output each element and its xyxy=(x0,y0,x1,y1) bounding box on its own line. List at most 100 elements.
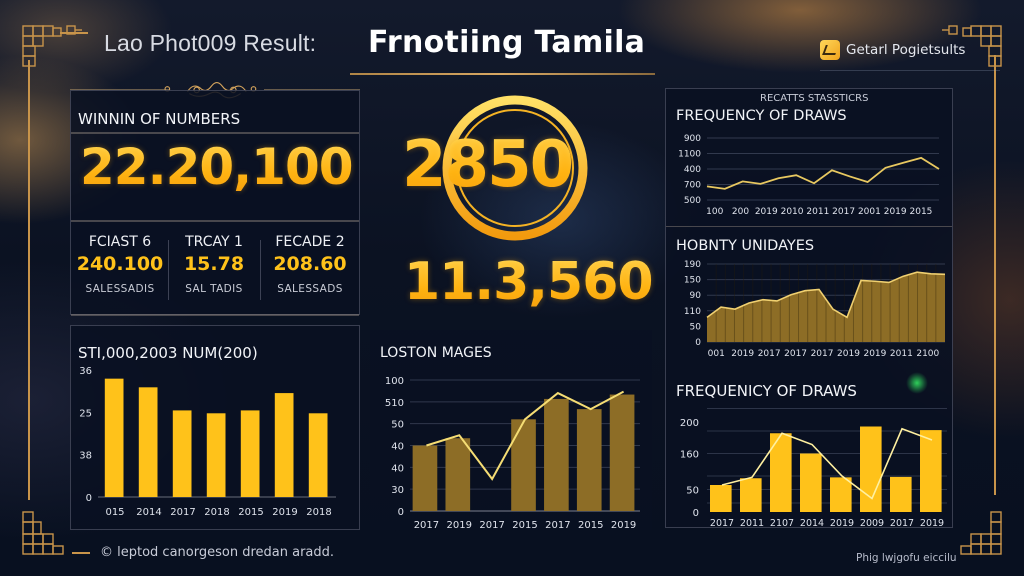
x-tick-label: 2017 xyxy=(811,349,834,359)
y-tick-label: 30 xyxy=(391,485,404,496)
y-tick-label: 50 xyxy=(690,322,702,332)
right-subtitle: RECATTS STASSTICRS xyxy=(760,93,869,104)
stat-divider xyxy=(260,240,261,300)
bar xyxy=(770,433,792,512)
frame-line-top xyxy=(60,32,88,34)
y-tick-label: 190 xyxy=(684,260,701,270)
frame-line-right xyxy=(994,55,996,495)
series-line xyxy=(706,156,940,190)
bar xyxy=(576,409,602,511)
x-tick-label: 2017 xyxy=(832,207,855,217)
x-tick-label: 2019 xyxy=(611,520,636,531)
stat-sub: SALESSADIS xyxy=(85,283,155,295)
bar xyxy=(274,393,294,497)
x-tick-label: 2015 xyxy=(578,520,603,531)
x-tick-label: 2017 xyxy=(710,518,734,529)
corner-ornament-bottom-left xyxy=(22,511,64,555)
x-tick-label: 2015 xyxy=(238,507,263,518)
x-tick-label: 2009 xyxy=(860,518,884,529)
secondary-value: 11.3,560 xyxy=(404,252,654,312)
footer-right-text: Phig lwjgofu eiccilu xyxy=(856,552,957,564)
x-tick-label: 2011 xyxy=(740,518,764,529)
corner-ornament-bottom-right xyxy=(960,511,1002,555)
bar xyxy=(920,430,942,512)
y-tick-label: 36 xyxy=(79,366,92,377)
header-title-left: Lao Phot009 Result: xyxy=(104,30,317,56)
y-tick-label: 510 xyxy=(385,398,404,409)
frame-line-left xyxy=(28,60,30,500)
stat-column-1: FCIAST 6 240.100 SALESSADIS xyxy=(72,234,168,295)
series-line xyxy=(426,390,625,481)
y-tick-label: 40 xyxy=(391,463,404,474)
y-tick-label: 100 xyxy=(385,376,404,387)
x-tick-label: 2018 xyxy=(306,507,331,518)
bar xyxy=(308,413,328,497)
winning-divider-1 xyxy=(71,132,359,134)
winning-divider-3 xyxy=(71,314,359,316)
stat-label: TRCAY 1 xyxy=(185,234,243,250)
x-tick-label: 200 xyxy=(732,207,749,217)
stat-label: FECADE 2 xyxy=(275,234,345,250)
y-tick-label: 1100 xyxy=(678,150,701,160)
winning-numbers-title: WINNIN OF NUMBERS xyxy=(78,110,241,128)
results-badge[interactable]: Getarl Pogietsults xyxy=(820,40,965,60)
stat-divider xyxy=(168,240,169,300)
mail-check-icon xyxy=(820,40,840,60)
bar xyxy=(412,445,438,511)
bar xyxy=(445,438,471,511)
bar xyxy=(740,478,762,512)
y-tick-label: 38 xyxy=(79,451,92,462)
right-divider-1 xyxy=(666,226,952,227)
chart-title-bar-left: STI,000,2003 NUM(200) xyxy=(78,344,258,362)
y-tick-label: 0 xyxy=(86,493,92,504)
stat-column-2: TRCAY 1 15.78 SAL TADIS xyxy=(166,234,262,295)
frame-line-bottom xyxy=(72,552,90,554)
x-tick-label: 2019 xyxy=(863,349,886,359)
x-tick-label: 2017 xyxy=(170,507,195,518)
ring-icon xyxy=(442,95,588,241)
bar xyxy=(544,398,569,511)
x-tick-label: 001 xyxy=(708,349,725,359)
x-tick-label: 2001 xyxy=(858,207,881,217)
x-tick-label: 2100 xyxy=(916,349,939,359)
x-tick-label: 2015 xyxy=(910,207,933,217)
bar xyxy=(240,410,260,497)
x-tick-label: 2019 xyxy=(755,207,778,217)
x-tick-label: 2019 xyxy=(731,349,754,359)
bar xyxy=(860,426,882,512)
x-tick-label: 2014 xyxy=(136,507,161,518)
bar-line-chart-center: 0 30 40 40 50 510 100 2017 2019 2017 2015 2017 2015 2… xyxy=(385,376,640,531)
stat-value: 15.78 xyxy=(183,253,245,275)
y-tick-label: 700 xyxy=(684,181,701,191)
x-tick-label: 2017 xyxy=(758,349,781,359)
corner-ornament-top-right xyxy=(942,25,1002,67)
y-tick-label: 160 xyxy=(680,450,699,461)
y-tick-label: 40 xyxy=(391,442,404,453)
y-tick-label: 0 xyxy=(693,508,699,519)
stat-value: 240.100 xyxy=(76,253,164,275)
x-tick-label: 2019 xyxy=(830,518,854,529)
y-tick-label: 25 xyxy=(79,408,92,419)
status-indicator-dot xyxy=(906,372,928,394)
x-tick-label: 2019 xyxy=(272,507,297,518)
y-tick-label: 0 xyxy=(398,507,404,518)
chart-title-area-mid: HOBNTY UNIDAYES xyxy=(676,238,815,254)
badge-label: Getarl Pogietsults xyxy=(846,42,966,58)
y-tick-label: 90 xyxy=(690,291,702,301)
bar xyxy=(104,378,124,497)
y-tick-label: 50 xyxy=(686,486,699,497)
y-tick-label: 150 xyxy=(684,276,701,286)
x-tick-label: 2011 xyxy=(890,349,913,359)
header-title-main: Frnotiing Tamila xyxy=(368,25,646,60)
badge-divider xyxy=(820,70,1000,71)
x-tick-label: 2014 xyxy=(800,518,824,529)
x-tick-label: 2019 xyxy=(447,520,472,531)
y-tick-label: 900 xyxy=(684,134,701,144)
x-tick-label: 2019 xyxy=(920,518,944,529)
x-tick-label: 2107 xyxy=(770,518,794,529)
ring-value: 2850 xyxy=(402,128,574,202)
y-tick-label: 110 xyxy=(684,307,701,317)
bar xyxy=(511,419,536,511)
